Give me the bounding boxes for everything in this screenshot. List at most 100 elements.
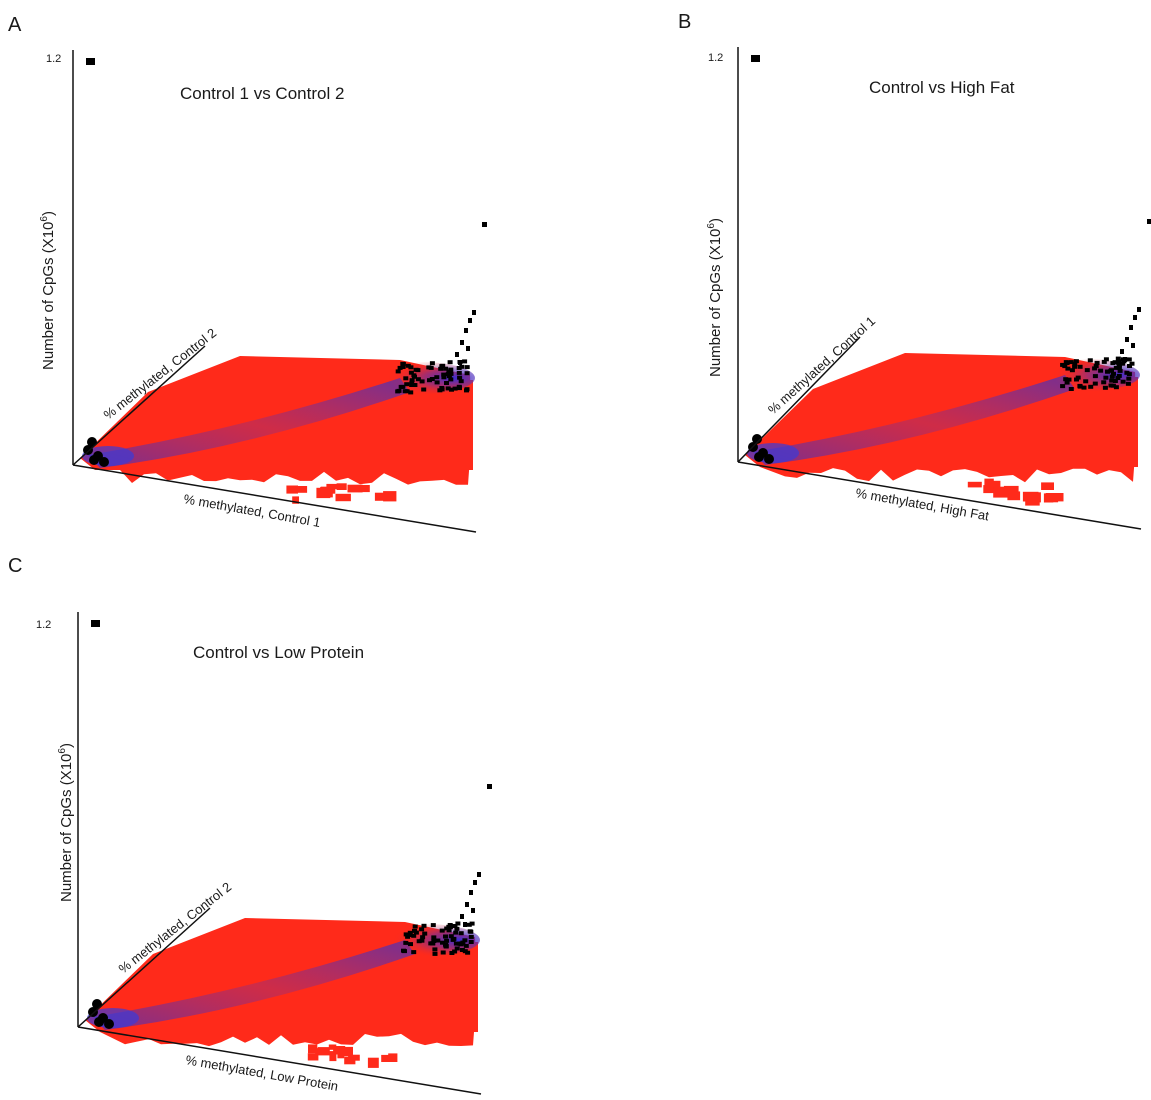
peak-point: [401, 948, 406, 953]
peak-point: [458, 942, 464, 947]
peak-point: [1062, 364, 1068, 369]
peak-point: [408, 370, 414, 375]
peak-point: [458, 379, 464, 384]
diagonal-band: [88, 378, 410, 468]
density-block: [315, 1048, 323, 1055]
peak-point: [87, 437, 97, 447]
peak-point: [1102, 385, 1108, 390]
peak-point: [1115, 356, 1121, 361]
peak-point: [764, 454, 774, 464]
peak-point: [434, 375, 440, 380]
peak-point: [464, 365, 470, 370]
peak-point: [1120, 379, 1126, 384]
peak-point: [1116, 373, 1122, 378]
peak-point: [1083, 379, 1089, 384]
density-block: [983, 485, 995, 494]
peak-point: [405, 934, 411, 939]
peak-point: [453, 941, 459, 946]
peak-point: [1077, 364, 1083, 369]
panel-c: C Control vs Low Protein 1.2 Number of C…: [8, 555, 492, 1095]
peak-point: [458, 931, 464, 936]
peak-point: [403, 940, 409, 945]
peak-point: [1084, 368, 1090, 373]
peak-point: [1126, 372, 1132, 377]
peak-point: [1077, 384, 1083, 389]
peak-point: [1110, 361, 1116, 366]
peak-point: [400, 384, 406, 389]
panel-title: Control 1 vs Control 2: [180, 84, 344, 103]
peak-point: [409, 381, 415, 386]
z-tick-label: 1.2: [708, 52, 723, 64]
peak-point: [1123, 357, 1127, 362]
x-axis-label: % methylated, Control 1: [182, 491, 321, 530]
peak-point: [448, 377, 454, 382]
high-peak-glow: [1030, 359, 1140, 391]
peak-point: [448, 934, 454, 939]
peak-point: [459, 364, 465, 369]
peak-point: [451, 936, 457, 941]
peak-point: [1060, 384, 1066, 389]
max-peak-point: [751, 55, 760, 62]
peak-point: [473, 880, 477, 885]
z-axis-label: Number of CpGs (X106): [57, 743, 75, 902]
peak-point: [411, 933, 417, 938]
peak-point: [449, 951, 455, 955]
z-axis-label: Number of CpGs (X106): [39, 211, 57, 370]
max-peak-point: [91, 620, 100, 627]
peak-point: [1124, 370, 1130, 375]
density-block: [1041, 482, 1054, 490]
peak-point: [1117, 368, 1123, 373]
diagonal-band: [753, 375, 1075, 465]
peak-point: [94, 1017, 104, 1027]
density-block: [967, 481, 982, 488]
panel-title: Control vs Low Protein: [193, 643, 364, 662]
outlier-point: [482, 222, 487, 227]
peak-point: [1072, 364, 1078, 369]
peak-point: [477, 872, 481, 877]
peak-point: [397, 365, 403, 370]
peak-point: [438, 366, 444, 371]
peak-point: [444, 938, 450, 943]
density-block: [329, 1051, 337, 1062]
peak-point: [464, 328, 468, 333]
peak-point: [1120, 349, 1124, 354]
peak-point: [420, 935, 426, 940]
outlier-point: [487, 784, 492, 789]
peak-point: [1126, 376, 1132, 381]
peak-point: [428, 941, 434, 946]
peak-point: [465, 950, 471, 955]
peak-point: [469, 890, 473, 895]
peak-point: [463, 922, 467, 927]
peak-point: [1072, 361, 1078, 366]
peak-point: [99, 457, 109, 467]
peak-point: [1127, 364, 1132, 368]
panel-a: A Control 1 vs Control 2 1.2 Number of C…: [8, 14, 487, 533]
peak-point: [440, 363, 446, 368]
peak-point: [1068, 360, 1074, 365]
peak-point: [464, 388, 469, 393]
peak-point: [1073, 359, 1079, 364]
peak-point: [1064, 361, 1070, 366]
peak-point: [452, 386, 458, 391]
peak-point: [1137, 307, 1141, 312]
peak-point: [458, 360, 462, 365]
peak-point: [432, 947, 438, 952]
peak-point: [1111, 371, 1116, 376]
peak-point: [1092, 381, 1098, 386]
peak-point: [1116, 365, 1122, 370]
density-block: [316, 487, 331, 499]
peak-point: [421, 923, 427, 928]
data-cloud: [85, 620, 492, 1068]
peak-point: [92, 999, 102, 1009]
peak-point: [464, 371, 470, 376]
peak-point: [419, 938, 425, 943]
density-block: [388, 1053, 398, 1062]
panel-letter: C: [8, 555, 22, 577]
peak-point: [431, 935, 437, 940]
density-block: [333, 1046, 346, 1055]
z-axis-label: Number of CpGs (X106): [706, 218, 724, 377]
peak-point: [455, 352, 459, 357]
peak-point: [412, 374, 417, 379]
density-tail: [466, 380, 473, 470]
